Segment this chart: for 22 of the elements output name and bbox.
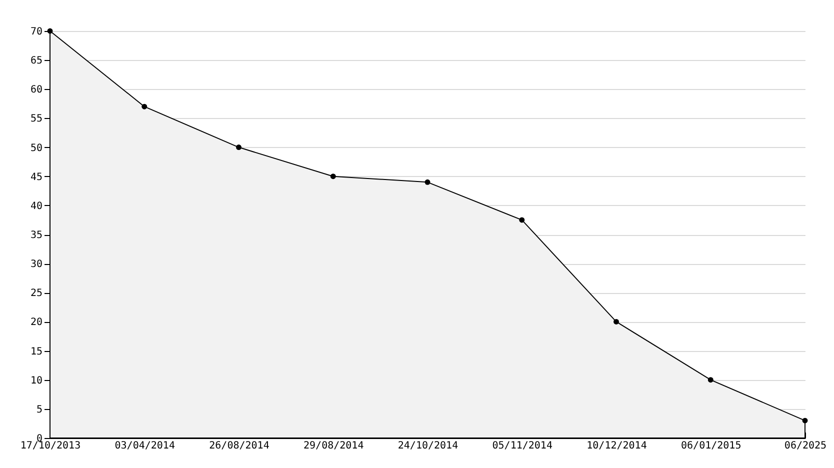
y-tick-label: 30	[30, 259, 42, 270]
y-tick-label: 55	[30, 114, 42, 125]
x-tick-label: 06/2025	[784, 440, 827, 452]
y-tick-label: 10	[30, 375, 42, 386]
y-tick-label: 65	[30, 56, 42, 67]
x-tick-label: 06/01/2015	[681, 440, 742, 452]
y-tick-label: 40	[30, 200, 42, 212]
y-tick-label: 45	[30, 172, 42, 183]
y-tick-label: 20	[30, 317, 42, 328]
y-tick-label: 70	[30, 26, 42, 38]
y-tick-label: 25	[30, 288, 42, 300]
y-tick-label: 60	[30, 84, 42, 96]
x-tick-label: 24/10/2014	[398, 440, 458, 452]
y-tick-label: 15	[30, 346, 42, 358]
y-tick-label: 5	[36, 404, 42, 416]
x-tick-label: 03/04/2014	[114, 440, 175, 452]
y-tick-label: 35	[30, 230, 42, 241]
x-tick-label: 05/11/2014	[492, 440, 552, 452]
y-tick-label: 50	[30, 142, 42, 154]
x-tick-label: 26/08/2014	[209, 440, 270, 452]
x-tick-label: 29/08/2014	[304, 440, 364, 452]
x-tick-label: 10/12/2014	[586, 440, 647, 452]
